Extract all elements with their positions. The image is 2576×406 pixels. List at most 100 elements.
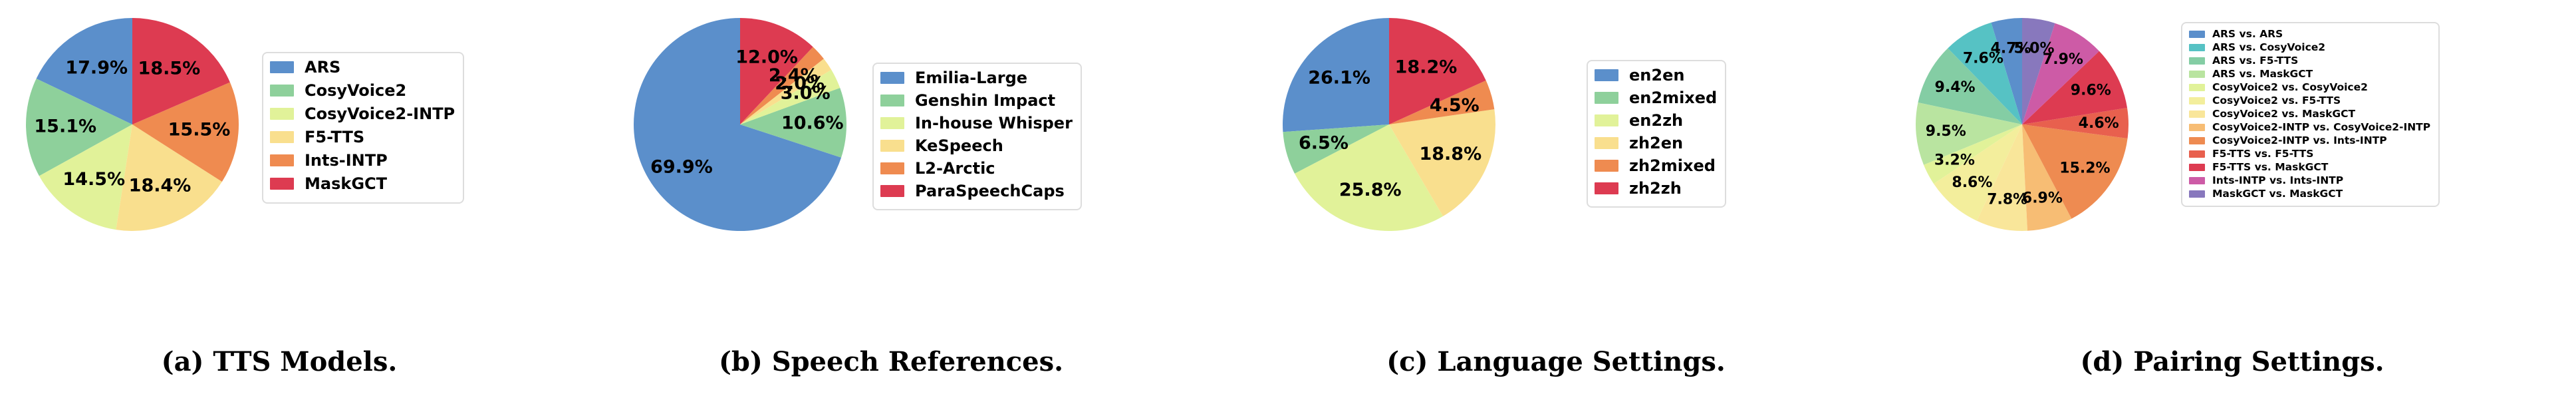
legend-item-label: In-house Whisper xyxy=(915,114,1073,132)
pie-slice-label: 4.5% xyxy=(1430,95,1480,116)
legend-item[interactable]: KeSpeech xyxy=(880,136,1073,155)
pie-slice xyxy=(740,18,813,124)
legend-item[interactable]: CosyVoice2-INTP vs. CosyVoice2-INTP xyxy=(2189,121,2430,133)
legend-item-label: ARS vs. CosyVoice2 xyxy=(2212,41,2326,53)
pie-slice-label: 18.4% xyxy=(129,175,192,196)
legend-item-label: CosyVoice2 vs. F5-TTS xyxy=(2212,95,2341,106)
legend-item[interactable]: ParaSpeechCaps xyxy=(880,182,1073,200)
legend-item-label: F5-TTS xyxy=(305,128,365,146)
legend-item-label: CosyVoice2 xyxy=(305,81,407,100)
pie-slice xyxy=(1976,124,2028,232)
legend-item[interactable]: CosyVoice2-INTP xyxy=(270,104,455,123)
legend-item[interactable]: ARS xyxy=(270,58,455,77)
pie-slice xyxy=(1295,124,1444,231)
pie-slice xyxy=(132,82,239,182)
pie-slice xyxy=(634,18,842,231)
legend-item[interactable]: Genshin Impact xyxy=(880,91,1073,110)
pie-slice xyxy=(2022,23,2099,124)
legend-item[interactable]: F5-TTS xyxy=(270,128,455,146)
legend-panel-a: ARS CosyVoice2 CosyVoice2-INTP F5-TTS Ints-I… xyxy=(262,52,465,204)
panel-b-speech-references: 69.9% 10.6% 3.0% 2.0% 2.4% 12.0% Emilia-Large… xyxy=(559,0,1224,406)
pie-svg-a: 17.9% 15.1% 14.5% 18.4% 15.5% 18.5% xyxy=(25,18,239,231)
pie-slice xyxy=(36,18,132,124)
legend-item[interactable]: CosyVoice2 vs. F5-TTS xyxy=(2189,95,2430,106)
legend-item[interactable]: CosyVoice2 vs. MaskGCT xyxy=(2189,108,2430,120)
legend-item[interactable]: CosyVoice2 vs. CosyVoice2 xyxy=(2189,81,2430,93)
legend-item[interactable]: zh2mixed xyxy=(1595,156,1717,175)
panel-c-language-settings: 26.1% 6.5% 25.8% 18.8% 4.5% 18.2% en2en en2mix… xyxy=(1224,0,1888,406)
pie-slice-label: 8.6% xyxy=(1952,174,1992,191)
legend-item[interactable]: MaskGCT xyxy=(270,174,455,193)
pie-slice xyxy=(1923,124,2022,184)
legend-item-label: en2zh xyxy=(1629,111,1684,130)
legend-item[interactable]: Ints-INTP xyxy=(270,151,455,170)
legend-item[interactable]: en2mixed xyxy=(1595,89,1717,107)
legend-swatch xyxy=(1595,114,1618,126)
pie-slice-label: 69.9% xyxy=(650,156,713,177)
legend-item[interactable]: zh2zh xyxy=(1595,179,1717,198)
legend-swatch xyxy=(270,178,294,190)
legend-item[interactable]: CosyVoice2 xyxy=(270,81,455,100)
pie-slice xyxy=(1934,124,2022,221)
caption-panel-c: (c) Language Settings. xyxy=(1386,346,1726,377)
legend-item[interactable]: Ints-INTP vs. Ints-INTP xyxy=(2189,174,2430,186)
legend-item-label: Emilia-Large xyxy=(915,69,1028,87)
pie-slice-label: 17.9% xyxy=(65,57,128,78)
legend-item[interactable]: zh2en xyxy=(1595,134,1717,152)
legend-item-label: CosyVoice2 vs. MaskGCT xyxy=(2212,108,2356,120)
pie-slice-label: 14.5% xyxy=(63,169,125,190)
legend-item[interactable]: ARS vs. MaskGCT xyxy=(2189,68,2430,80)
pie-slice-label: 18.8% xyxy=(1419,144,1481,164)
legend-swatch xyxy=(2189,43,2205,51)
legend-item[interactable]: L2-Arctic xyxy=(880,159,1073,178)
legend-item[interactable]: F5-TTS vs. F5-TTS xyxy=(2189,148,2430,160)
legend-item-label: CosyVoice2 vs. CosyVoice2 xyxy=(2212,81,2368,93)
pie-slice xyxy=(132,18,230,124)
legend-item-label: MaskGCT vs. MaskGCT xyxy=(2212,188,2343,200)
legend-swatch xyxy=(2189,190,2205,198)
legend-swatch xyxy=(270,61,294,73)
pie-slice-label: 15.1% xyxy=(34,116,96,137)
legend-swatch xyxy=(880,185,904,197)
legend-item-label: MaskGCT xyxy=(305,174,388,193)
pie-svg-d: 4.7%7.6% 9.4% 9.5% 3.2% 8.6%7.8%6.9% 15.2% 4.6… xyxy=(1916,18,2129,232)
pie-slice xyxy=(2022,107,2129,139)
legend-item[interactable]: MaskGCT vs. MaskGCT xyxy=(2189,188,2430,200)
pie-slice xyxy=(740,88,847,158)
legend-swatch xyxy=(2189,83,2205,91)
pie-slice xyxy=(2022,124,2128,219)
pie-slice xyxy=(1991,18,2022,124)
pie-slice xyxy=(740,69,840,124)
legend-swatch xyxy=(2189,163,2205,171)
pie-slice xyxy=(25,79,132,176)
pie-slice-label: 2.0% xyxy=(775,73,825,94)
pie-chart-b: 69.9% 10.6% 3.0% 2.0% 2.4% 12.0% xyxy=(630,15,850,234)
legend-item[interactable]: F5-TTS vs. MaskGCT xyxy=(2189,161,2430,173)
pie-slice xyxy=(1283,124,1389,174)
legend-swatch xyxy=(880,117,904,129)
legend-item-label: F5-TTS vs. F5-TTS xyxy=(2212,148,2314,160)
pie-slice-label: 6.9% xyxy=(2022,190,2063,207)
legend-item[interactable]: en2zh xyxy=(1595,111,1717,130)
pie-slice xyxy=(1948,22,2022,125)
legend-item-label: Ints-INTP vs. Ints-INTP xyxy=(2212,174,2344,186)
legend-item[interactable]: ARS vs. F5-TTS xyxy=(2189,55,2430,67)
pie-slice-label: 18.2% xyxy=(1395,57,1458,77)
pie-slice-label: 3.0% xyxy=(781,83,831,104)
pie-slice-label: 15.2% xyxy=(2059,160,2110,176)
legend-item[interactable]: Emilia-Large xyxy=(880,69,1073,87)
legend-item[interactable]: ARS vs. ARS xyxy=(2189,28,2430,40)
legend-item[interactable]: en2en xyxy=(1595,66,1717,85)
legend-item-label: ARS vs. F5-TTS xyxy=(2212,55,2299,67)
legend-swatch xyxy=(270,108,294,120)
legend-item-label: ParaSpeechCaps xyxy=(915,182,1065,200)
legend-item-label: Genshin Impact xyxy=(915,91,1056,110)
pie-slice-label: 9.5% xyxy=(1926,123,1966,140)
legend-item[interactable]: CosyVoice2-INTP vs. Ints-INTP xyxy=(2189,134,2430,146)
legend-item[interactable]: In-house Whisper xyxy=(880,114,1073,132)
caption-panel-a: (a) TTS Models. xyxy=(161,346,398,377)
panel-a-tts-models: 17.9% 15.1% 14.5% 18.4% 15.5% 18.5% ARS CosyVo… xyxy=(0,0,559,406)
legend-item-label: F5-TTS vs. MaskGCT xyxy=(2212,161,2329,173)
pie-slice xyxy=(2022,18,2055,124)
legend-item[interactable]: ARS vs. CosyVoice2 xyxy=(2189,41,2430,53)
